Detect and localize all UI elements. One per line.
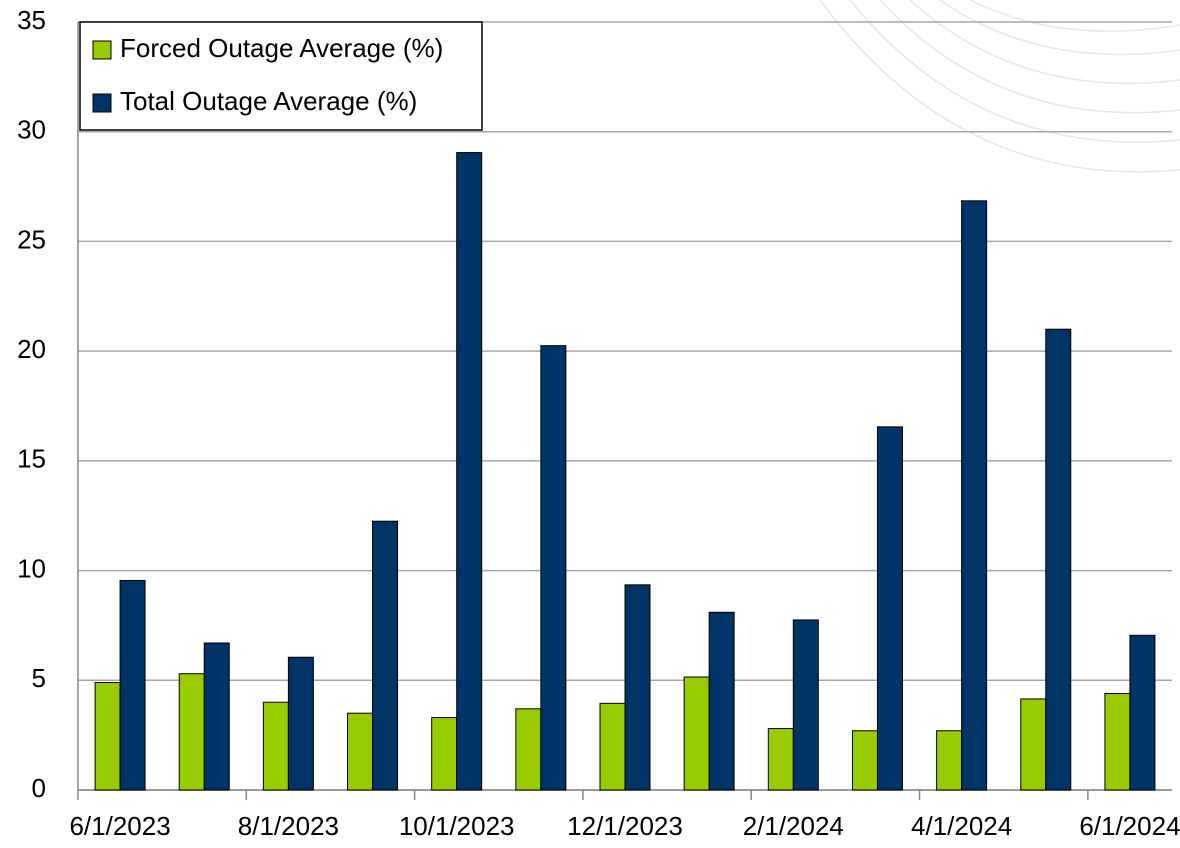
bar [961,200,988,791]
background-decoration [819,0,1180,173]
bar [876,426,903,791]
bar [708,611,735,791]
bar [119,579,146,791]
x-tick-label: 6/1/2024 [1079,811,1180,841]
bar [624,584,651,791]
x-tick-label: 4/1/2024 [911,811,1012,841]
legend-label: Forced Outage Average (%) [120,33,443,63]
bar [851,730,878,791]
y-tick-label: 15 [17,444,46,474]
bar [1129,634,1156,791]
bar [262,701,289,791]
bar [767,728,794,791]
bar [683,676,710,791]
bar [372,520,399,791]
x-tick-label: 12/1/2023 [567,811,683,841]
bar [287,656,314,791]
x-tick-label: 10/1/2023 [399,811,515,841]
legend-box [79,21,483,131]
bar [347,712,374,791]
bar [178,673,205,791]
y-tick-label: 35 [17,5,46,35]
bar [94,681,121,791]
x-tick-label: 8/1/2023 [238,811,339,841]
bar [936,730,963,791]
bar [456,152,483,791]
y-tick-label: 5 [32,663,46,693]
bar [540,345,567,791]
legend-swatch [92,40,112,60]
legend-label: Total Outage Average (%) [120,86,417,116]
bar [1020,698,1047,791]
y-tick-label: 0 [32,773,46,803]
y-tick-label: 10 [17,553,46,583]
y-tick-label: 30 [17,115,46,145]
y-tick-label: 20 [17,334,46,364]
bar [1045,328,1072,791]
bar [203,642,230,791]
bar [515,708,542,791]
x-tick-label: 6/1/2023 [69,811,170,841]
bar [431,717,458,791]
bar [599,702,626,791]
x-tick-label: 2/1/2024 [743,811,844,841]
legend-swatch [92,93,112,113]
bar [1104,692,1131,791]
bar [792,619,819,791]
y-tick-label: 25 [17,224,46,254]
